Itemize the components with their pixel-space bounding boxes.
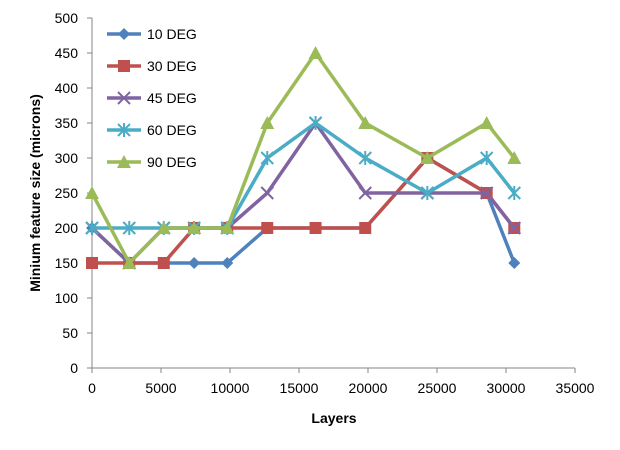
x-tick-label: 0 bbox=[88, 380, 96, 396]
data-point bbox=[260, 151, 274, 165]
legend-item: 10 DEG bbox=[107, 26, 197, 42]
x-tick-label: 5000 bbox=[145, 380, 176, 396]
legend-item: 30 DEG bbox=[107, 58, 197, 74]
data-point bbox=[508, 257, 521, 269]
y-tick-label: 100 bbox=[55, 290, 79, 306]
data-point bbox=[358, 186, 372, 200]
y-tick-label: 200 bbox=[55, 220, 79, 236]
legend: 10 DEG 30 DEG 45 DEG 60 DEG 90 DEG bbox=[107, 26, 197, 170]
x-tick-label: 15000 bbox=[280, 380, 319, 396]
legend-item: 90 DEG bbox=[107, 154, 197, 170]
y-tick-label: 250 bbox=[55, 185, 79, 201]
y-tick-label: 300 bbox=[55, 150, 79, 166]
y-tick-label: 450 bbox=[55, 45, 79, 61]
data-point bbox=[157, 257, 170, 269]
y-axis-title: Minium feature size (microns) bbox=[27, 94, 43, 292]
x-tick-label: 10000 bbox=[211, 380, 250, 396]
series-group bbox=[85, 46, 522, 270]
data-point bbox=[507, 186, 521, 200]
data-point bbox=[359, 222, 372, 234]
legend-label: 45 DEG bbox=[147, 90, 197, 106]
legend-marker bbox=[117, 155, 131, 168]
series-line bbox=[92, 156, 516, 265]
data-point bbox=[308, 116, 323, 130]
series-90-deg bbox=[85, 46, 522, 269]
legend-marker bbox=[118, 60, 130, 72]
legend-marker bbox=[117, 91, 131, 105]
legend-item: 45 DEG bbox=[107, 90, 197, 106]
data-point bbox=[86, 257, 98, 269]
data-point bbox=[260, 116, 275, 129]
data-point bbox=[479, 151, 494, 165]
legend-label: 60 DEG bbox=[147, 122, 197, 138]
x-tick-label: 20000 bbox=[349, 380, 388, 396]
data-point bbox=[188, 257, 201, 269]
data-point bbox=[221, 257, 234, 269]
legend-label: 10 DEG bbox=[147, 26, 197, 42]
data-point bbox=[85, 186, 99, 199]
data-point bbox=[358, 116, 373, 129]
y-tick-label: 50 bbox=[62, 325, 78, 341]
data-point bbox=[156, 221, 171, 234]
x-tick-label: 30000 bbox=[487, 380, 526, 396]
data-point bbox=[122, 221, 136, 235]
legend-marker bbox=[118, 28, 130, 40]
y-tick-label: 150 bbox=[55, 255, 79, 271]
data-point bbox=[479, 116, 494, 129]
data-point bbox=[122, 256, 137, 269]
data-point bbox=[507, 151, 522, 164]
data-point bbox=[420, 151, 435, 164]
x-axis-title: Layers bbox=[311, 410, 356, 426]
data-point bbox=[479, 186, 494, 200]
legend-marker bbox=[117, 123, 131, 137]
y-tick-label: 500 bbox=[55, 10, 79, 26]
data-point bbox=[187, 221, 202, 234]
data-point bbox=[507, 221, 521, 235]
x-tick-label: 25000 bbox=[418, 380, 457, 396]
data-point bbox=[261, 222, 274, 234]
y-tick-label: 0 bbox=[70, 360, 78, 376]
data-point bbox=[358, 151, 372, 165]
x-tick-label: 35000 bbox=[556, 380, 595, 396]
legend-label: 30 DEG bbox=[147, 58, 197, 74]
data-point bbox=[420, 186, 435, 200]
data-point bbox=[220, 221, 235, 234]
y-tick-label: 400 bbox=[55, 80, 79, 96]
y-tick-label: 350 bbox=[55, 115, 79, 131]
data-point bbox=[308, 46, 323, 59]
data-point bbox=[260, 186, 274, 200]
data-point bbox=[309, 222, 322, 234]
data-point bbox=[85, 221, 99, 235]
legend-item: 60 DEG bbox=[107, 122, 197, 138]
legend-label: 90 DEG bbox=[147, 154, 197, 170]
